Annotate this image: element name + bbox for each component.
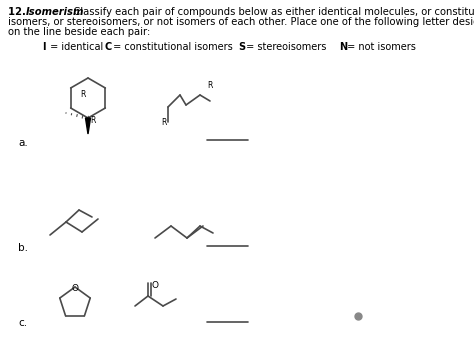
Text: on the line beside each pair:: on the line beside each pair: [8, 27, 150, 37]
Text: N: N [339, 42, 347, 52]
Text: a.: a. [18, 138, 28, 148]
Text: = stereoisomers: = stereoisomers [243, 42, 327, 52]
Text: S: S [238, 42, 245, 52]
Text: = not isomers: = not isomers [344, 42, 416, 52]
Text: O: O [152, 281, 159, 290]
Text: = identical: = identical [47, 42, 103, 52]
Text: = constitutional isomers: = constitutional isomers [110, 42, 233, 52]
Text: isomers, or stereoisomers, or not isomers of each other. Place one of the follow: isomers, or stereoisomers, or not isomer… [8, 17, 474, 27]
Text: I: I [42, 42, 46, 52]
Text: : Classify each pair of compounds below as either identical molecules, or consti: : Classify each pair of compounds below … [67, 7, 474, 17]
Text: O: O [72, 284, 79, 293]
Text: R: R [161, 118, 166, 127]
Text: Isomerism: Isomerism [26, 7, 84, 17]
Text: c.: c. [18, 318, 27, 328]
Text: R: R [80, 90, 85, 99]
Text: C: C [105, 42, 112, 52]
Text: b.: b. [18, 243, 28, 253]
Polygon shape [85, 118, 91, 134]
Text: R: R [90, 116, 95, 125]
Text: R: R [207, 81, 212, 90]
Text: 12.: 12. [8, 7, 29, 17]
